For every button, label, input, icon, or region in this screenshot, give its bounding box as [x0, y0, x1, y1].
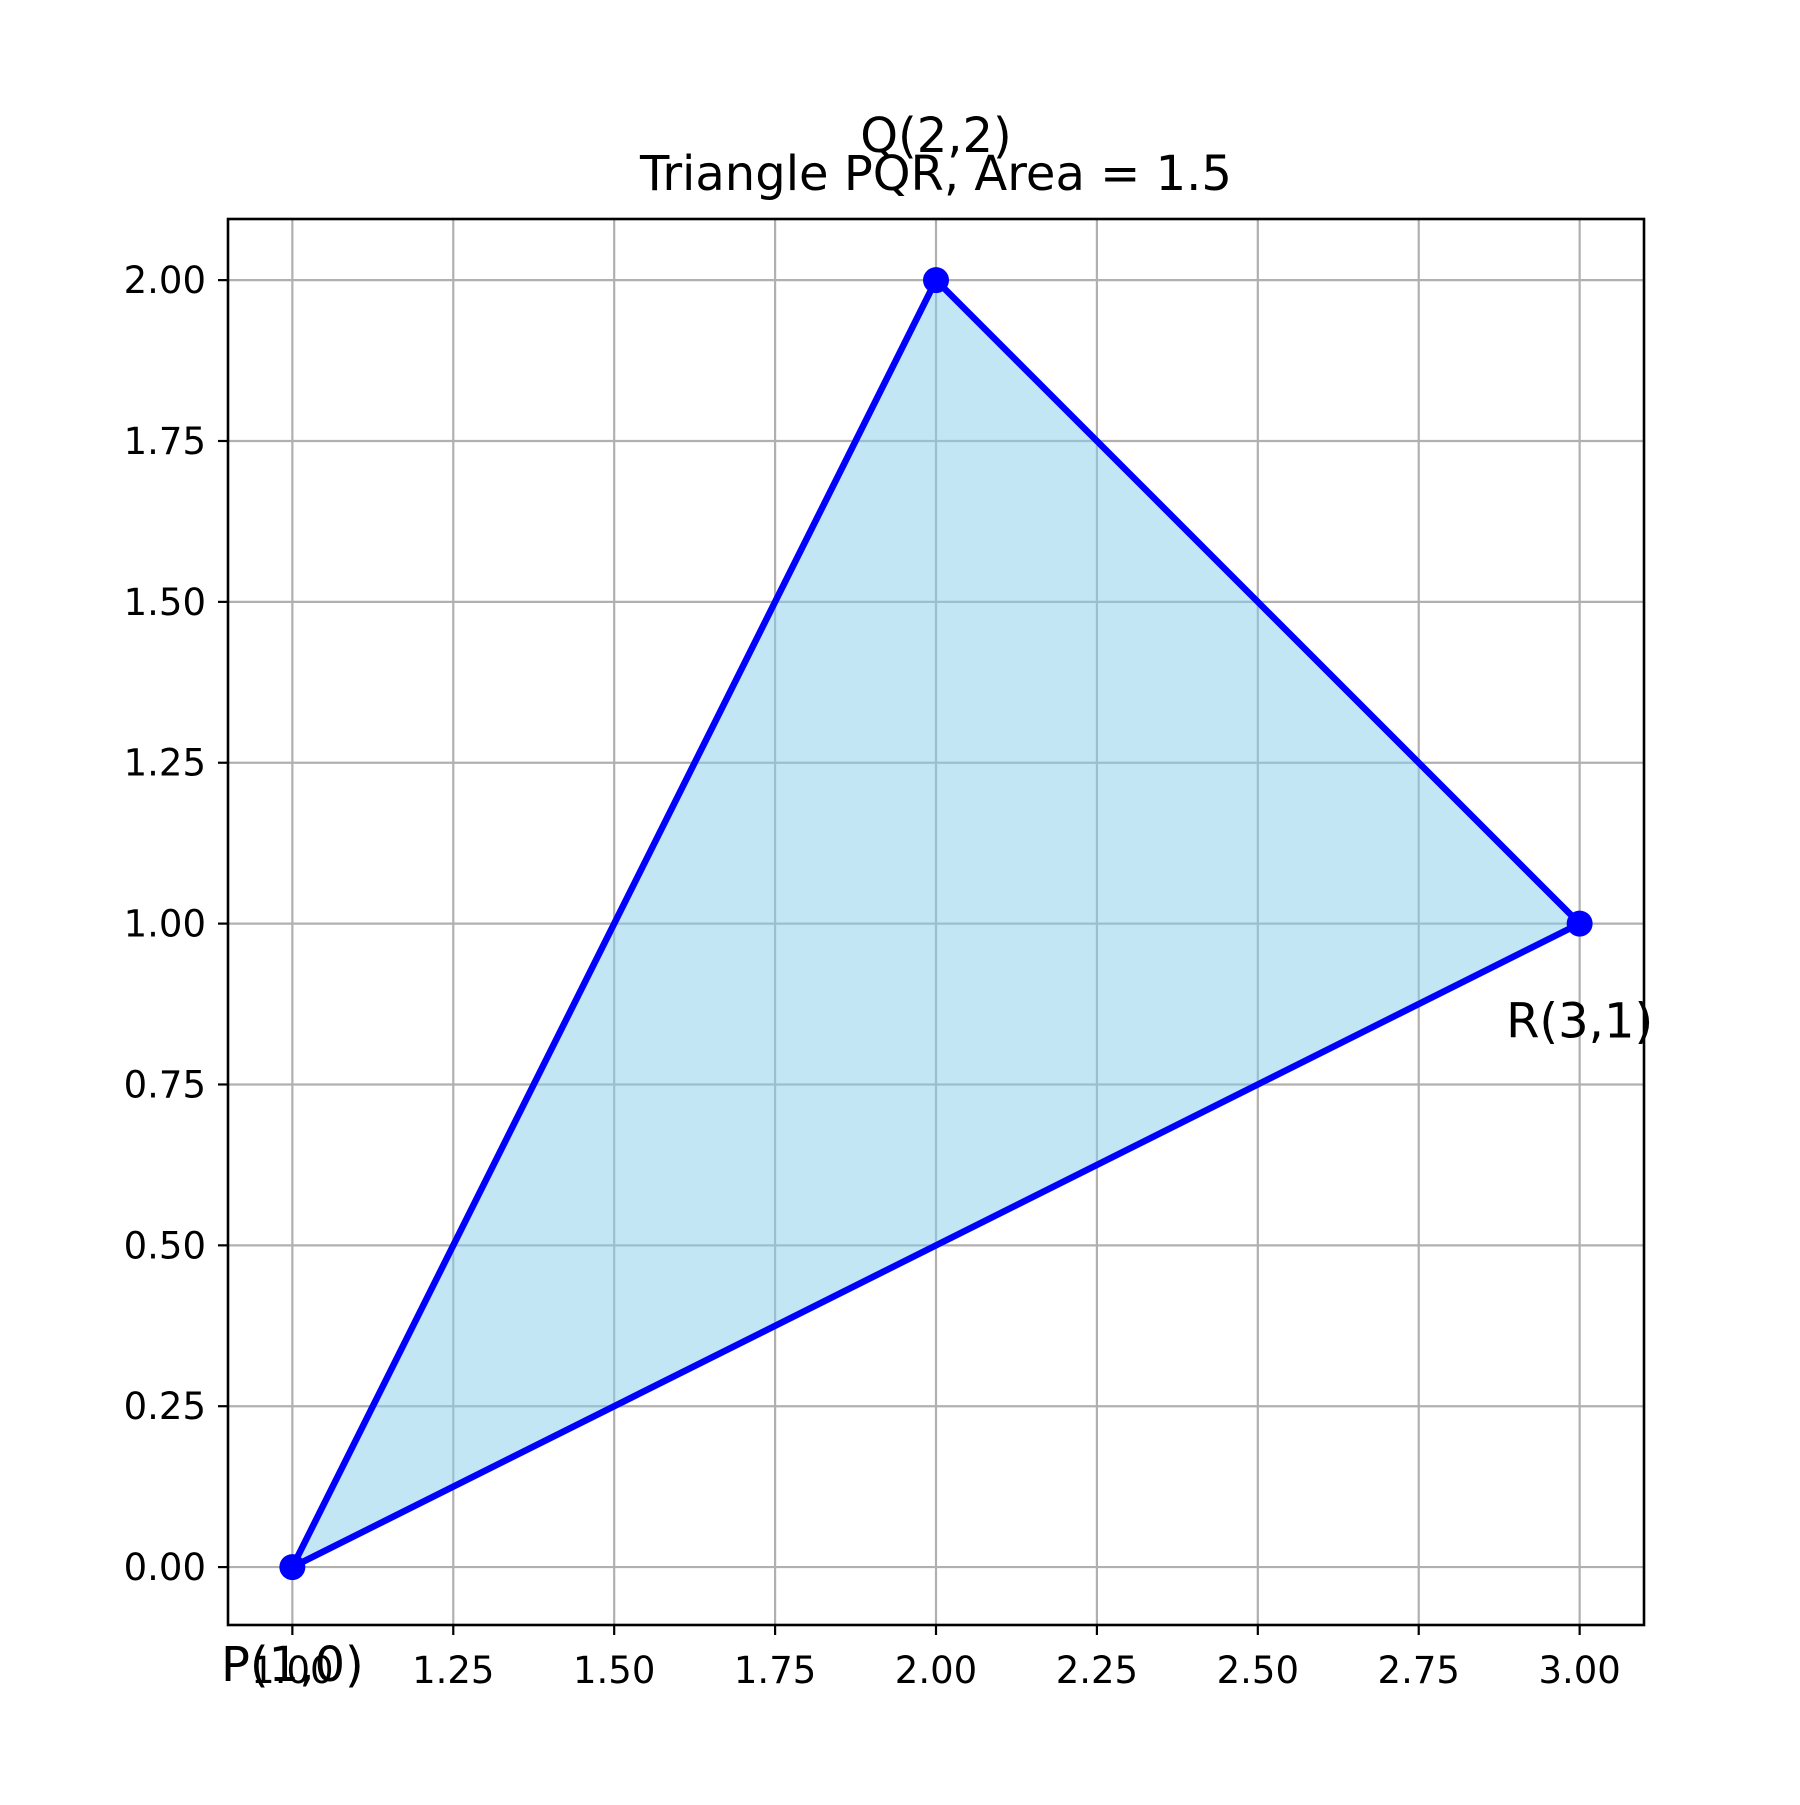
vertex-labels: P(1,0) Q(2,2) R(3,1) — [221, 108, 1653, 1693]
x-tick-label: 1.25 — [412, 1649, 494, 1692]
y-tick-label: 1.75 — [124, 420, 206, 463]
x-tick-label: 1.75 — [734, 1649, 816, 1692]
y-tick-label: 2.00 — [124, 259, 206, 302]
x-tick-label: 2.50 — [1217, 1649, 1299, 1692]
vertex-label: R(3,1) — [1506, 994, 1653, 1050]
vertex-marker — [279, 1554, 306, 1581]
y-tick-label: 0.25 — [124, 1385, 206, 1428]
vertex-label: Q(2,2) — [860, 108, 1012, 164]
x-tick-label: 2.25 — [1056, 1649, 1138, 1692]
y-tick-label: 0.75 — [124, 1063, 206, 1106]
x-tick-label: 2.75 — [1378, 1649, 1460, 1692]
x-tick-label: 3.00 — [1538, 1649, 1620, 1692]
triangle-edges — [289, 276, 1583, 1571]
vertex-marker — [1566, 910, 1593, 937]
triangle-edge — [289, 920, 1583, 1571]
y-tick-label: 1.50 — [124, 581, 206, 624]
y-tick-label: 1.00 — [124, 903, 206, 946]
vertex-marker — [923, 267, 949, 294]
axis-ticks: 1.00 1.25 1.50 1.75 2.00 2.25 2.50 2.75 3.00 0.00… — [124, 259, 1621, 1692]
y-tick-label: 0.00 — [124, 1546, 206, 1589]
chart-title: Triangle PQR, Area = 1.5 — [639, 146, 1232, 202]
x-tick-label: 1.50 — [573, 1649, 655, 1692]
vertex-markers — [279, 267, 1593, 1581]
y-tick-label: 0.50 — [124, 1224, 206, 1267]
x-tick-label: 2.00 — [895, 1649, 977, 1692]
triangle-edge — [289, 276, 940, 1571]
triangle-edge — [932, 276, 1583, 927]
vertex-label: P(1,0) — [221, 1637, 364, 1693]
x-tick-label: 1.00 — [251, 1649, 333, 1692]
y-tick-label: 1.25 — [124, 742, 206, 785]
